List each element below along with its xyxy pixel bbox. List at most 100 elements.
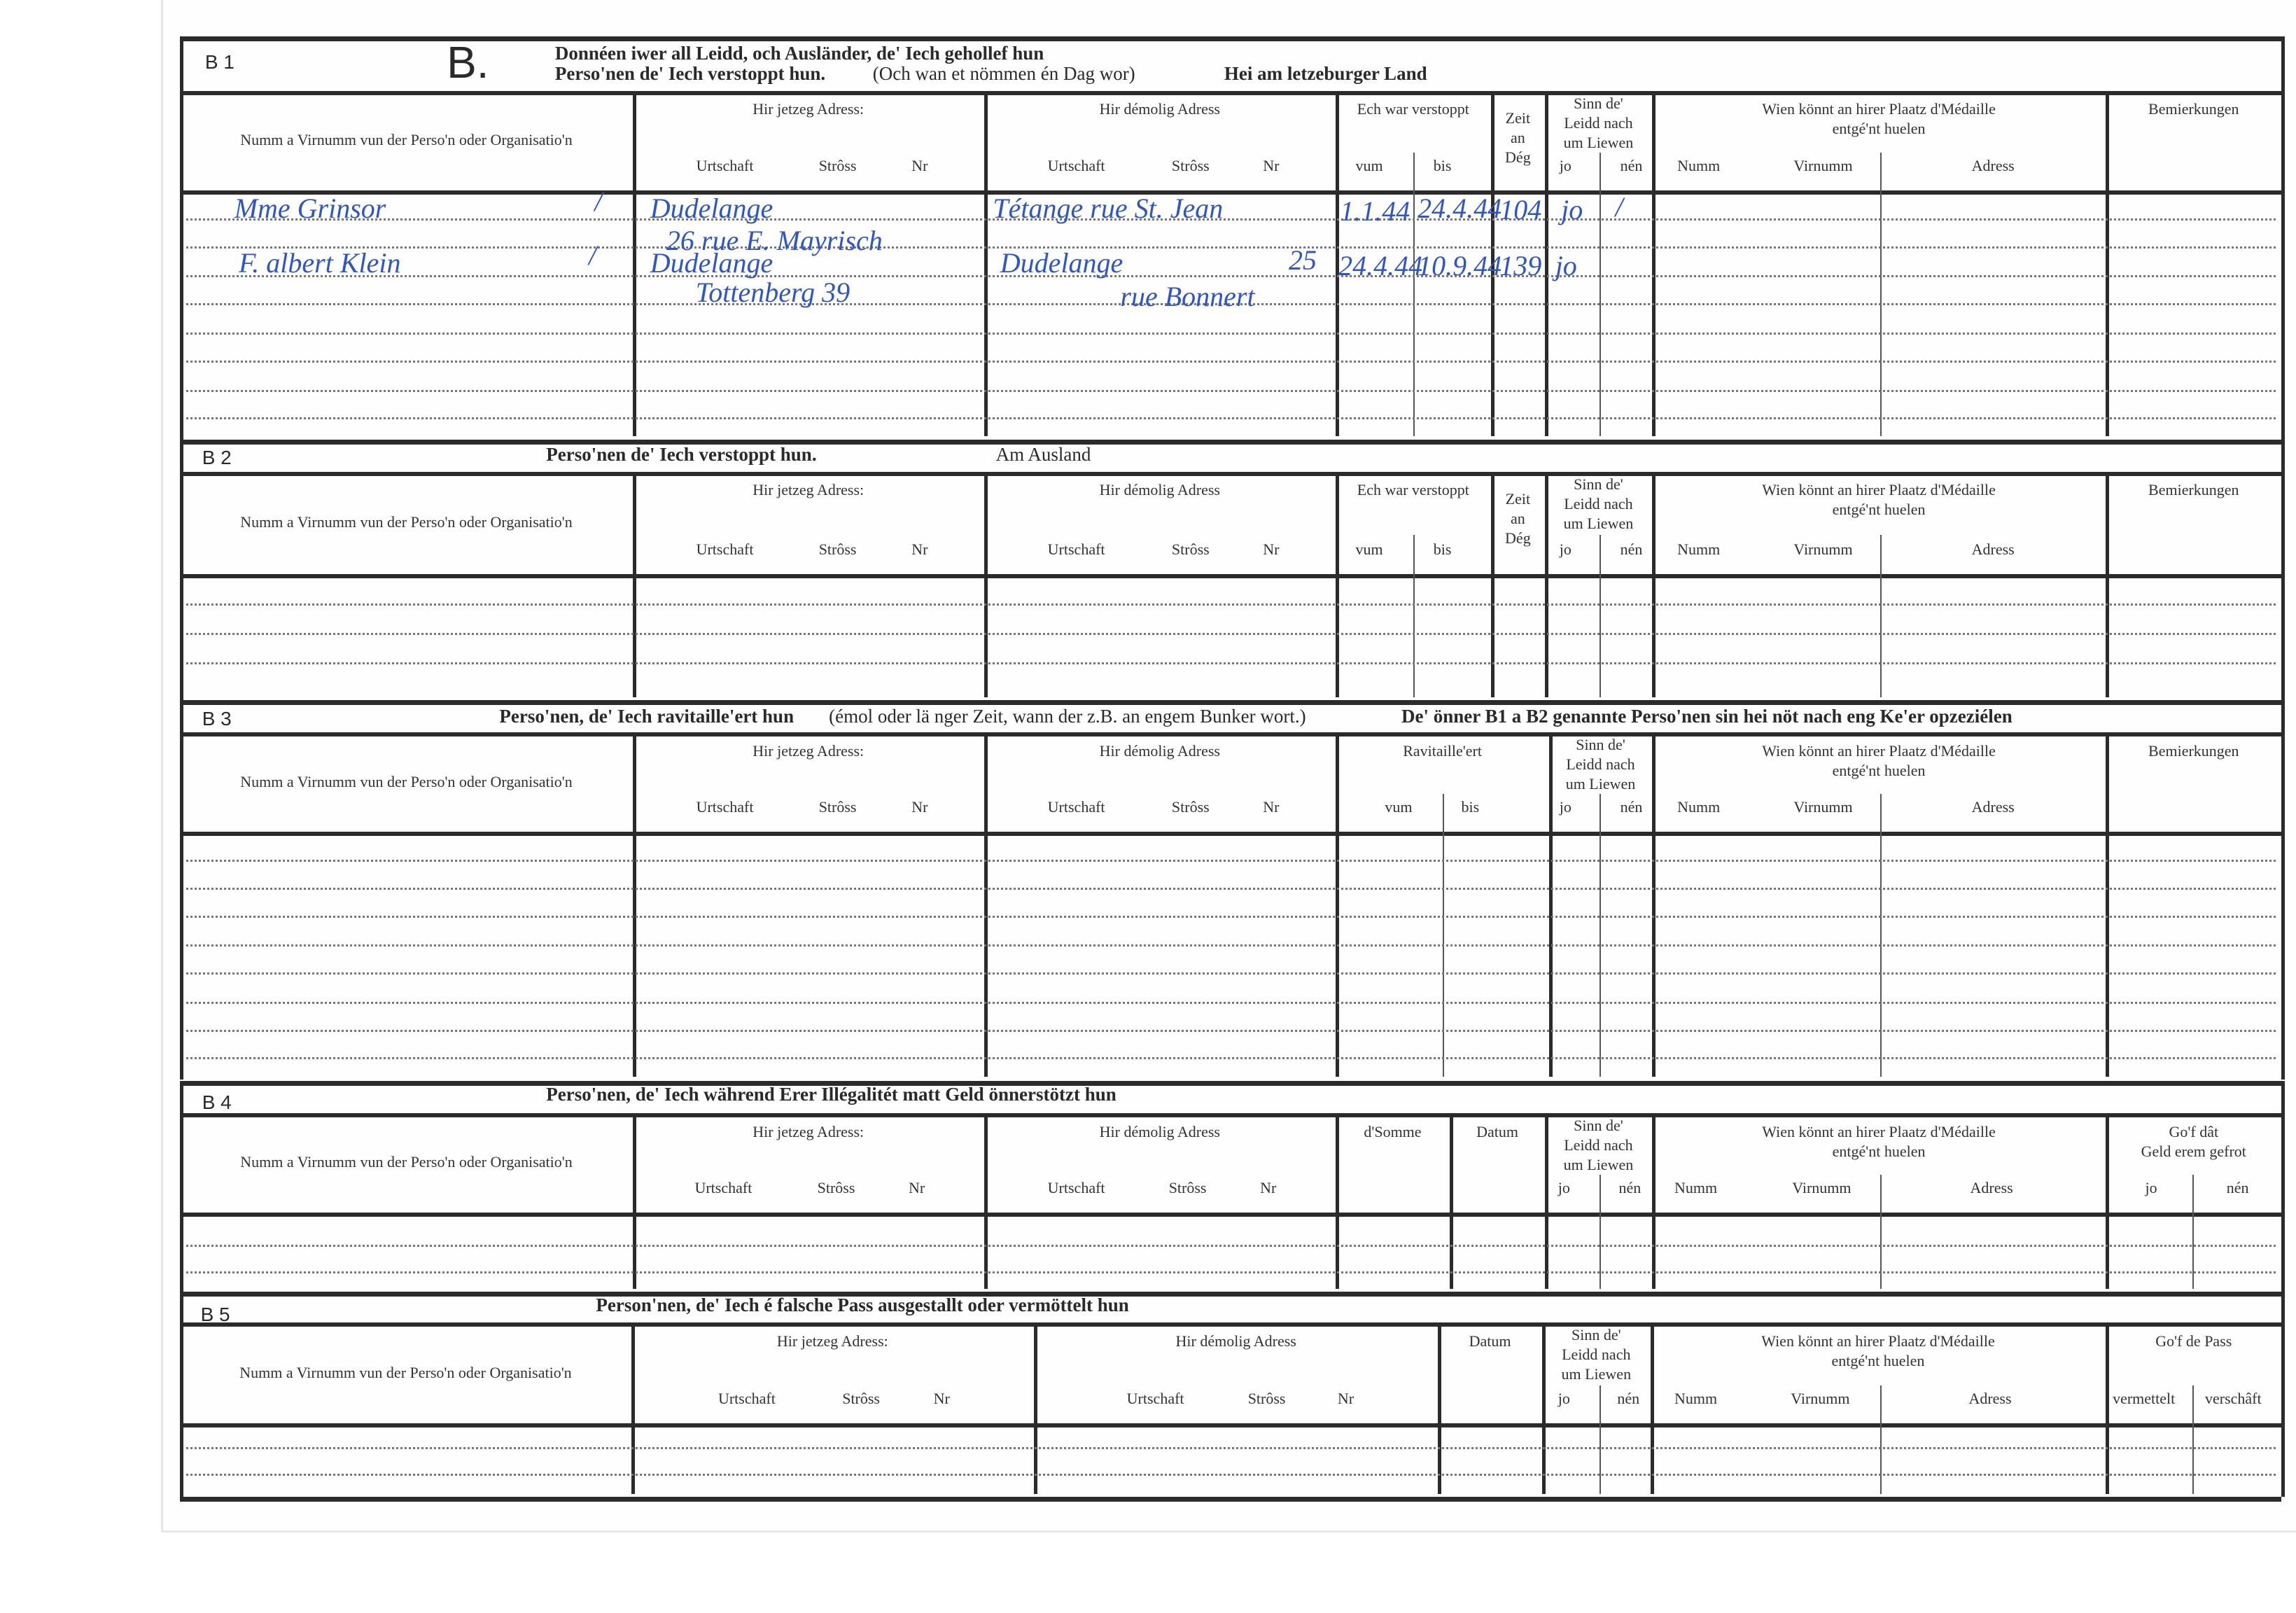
section-label: B 3 bbox=[202, 707, 232, 729]
column-divider bbox=[1651, 732, 1656, 1077]
entry-row-line bbox=[186, 389, 2276, 392]
column-subheader: Urtschaft bbox=[1047, 540, 1105, 558]
column-subheader: Virnumm bbox=[1793, 540, 1853, 558]
column-header: Zeit an Dég bbox=[1505, 109, 1531, 166]
section-label: B 2 bbox=[202, 447, 232, 469]
section-title: De' önner B1 a B2 genannte Perso'nen sin… bbox=[1401, 706, 2012, 727]
column-subheader: nén bbox=[1620, 798, 1643, 816]
handwritten-entry: 26 rue E. Mayrisch bbox=[666, 225, 883, 257]
handwritten-entry: Mme Grinsor bbox=[234, 193, 386, 225]
column-divider bbox=[1651, 1112, 1656, 1289]
column-subheader: vum bbox=[1355, 156, 1383, 174]
column-header: d'Somme bbox=[1364, 1122, 1422, 1140]
header-top-rule bbox=[180, 471, 2282, 476]
section-label: B 5 bbox=[200, 1304, 230, 1325]
column-subheader: Nr bbox=[911, 798, 928, 816]
handwritten-entry: / bbox=[589, 239, 597, 272]
column-divider bbox=[2106, 90, 2110, 437]
column-subheader: Adress bbox=[1971, 540, 2015, 558]
column-subheader: Numm bbox=[1677, 798, 1721, 816]
form-right-border bbox=[2281, 1292, 2286, 1497]
column-subdivider bbox=[1413, 535, 1415, 697]
column-divider bbox=[1545, 1112, 1549, 1289]
column-subheader: Strôss bbox=[818, 156, 857, 174]
section-title: Perso'nen, de' Iech während Erer Illégal… bbox=[546, 1084, 1116, 1105]
column-header: Hir jetzeg Adress: bbox=[752, 481, 864, 499]
column-subheader: nén bbox=[1620, 156, 1643, 174]
column-subheader: Virnumm bbox=[1791, 1390, 1850, 1408]
form-left-border bbox=[180, 439, 184, 700]
entry-row-line bbox=[186, 246, 2276, 249]
column-divider bbox=[2106, 732, 2110, 1077]
column-divider bbox=[1545, 90, 1549, 437]
entry-row-line bbox=[186, 915, 2276, 918]
column-subdivider bbox=[1880, 535, 1882, 697]
column-divider bbox=[983, 90, 988, 437]
section-title: Perso'nen, de' Iech ravitaille'ert hun bbox=[499, 706, 794, 727]
entry-row-line bbox=[186, 1245, 2276, 1248]
column-subheader: Strôss bbox=[1168, 1179, 1207, 1197]
column-subheader: Nr bbox=[1263, 798, 1280, 816]
entry-row-line bbox=[186, 972, 2276, 975]
column-header: Ech war verstoppt bbox=[1357, 481, 1469, 499]
entry-row-line bbox=[186, 632, 2276, 635]
column-header: Hir démolig Adress bbox=[1175, 1332, 1296, 1350]
handwritten-entry: / bbox=[1615, 191, 1623, 223]
header-bottom-rule bbox=[180, 832, 2282, 837]
entry-row-line bbox=[186, 662, 2276, 664]
section-title: (émol oder lä nger Zeit, wann der z.B. a… bbox=[829, 706, 1306, 727]
column-subheader: Strôss bbox=[817, 1179, 855, 1197]
form-right-border bbox=[2281, 700, 2286, 1080]
section-title: Perso'nen de' Iech verstoppt hun. bbox=[554, 63, 826, 84]
column-subheader: vermettelt bbox=[2113, 1390, 2176, 1408]
column-subdivider bbox=[1880, 1385, 1882, 1494]
column-subdivider bbox=[2192, 1175, 2194, 1289]
column-divider bbox=[1490, 90, 1494, 437]
column-subdivider bbox=[1880, 794, 1882, 1077]
column-divider bbox=[2106, 1322, 2110, 1494]
column-subheader: Urtschaft bbox=[696, 540, 754, 558]
column-subheader: jo bbox=[1559, 156, 1572, 174]
column-divider bbox=[1651, 90, 1656, 437]
column-subheader: Nr bbox=[1337, 1390, 1354, 1408]
column-header: Bemierkungen bbox=[2148, 741, 2239, 760]
handwritten-entry: 24.4.44 bbox=[1338, 249, 1423, 281]
section-title: Am Ausland bbox=[995, 444, 1091, 465]
column-subheader: Adress bbox=[1968, 1390, 2012, 1408]
column-subheader: Strôss bbox=[1171, 156, 1210, 174]
column-subheader: jo bbox=[1558, 1390, 1570, 1408]
section-label: B 4 bbox=[202, 1091, 232, 1113]
column-subheader: vum bbox=[1385, 798, 1413, 816]
column-divider bbox=[1549, 732, 1553, 1077]
column-subdivider bbox=[1599, 535, 1601, 697]
column-subheader: nén bbox=[1617, 1390, 1640, 1408]
column-subdivider bbox=[1599, 152, 1601, 437]
column-subheader: Numm bbox=[1677, 540, 1721, 558]
column-subheader: Nr bbox=[911, 540, 928, 558]
column-header: Hir jetzeg Adress: bbox=[752, 100, 864, 118]
handwritten-entry: jo bbox=[1555, 249, 1577, 281]
section-top-rule bbox=[180, 439, 2282, 445]
column-header: Numm a Virnumm vun der Perso'n oder Orga… bbox=[240, 513, 573, 531]
column-divider bbox=[632, 471, 636, 697]
column-divider bbox=[632, 732, 636, 1077]
handwritten-entry: jo bbox=[1561, 194, 1583, 226]
column-subheader: bis bbox=[1461, 798, 1480, 816]
column-header: Hir jetzeg Adress: bbox=[776, 1332, 888, 1350]
column-subheader: Urtschaft bbox=[718, 1390, 776, 1408]
entry-row-line bbox=[186, 275, 2276, 278]
form-right-border bbox=[2281, 36, 2286, 440]
column-header: Numm a Virnumm vun der Perso'n oder Orga… bbox=[239, 1363, 572, 1381]
entry-row-line bbox=[186, 417, 2276, 420]
column-subheader: bis bbox=[1433, 540, 1452, 558]
handwritten-entry: Dudelange bbox=[1000, 246, 1124, 279]
column-divider bbox=[631, 1322, 635, 1494]
column-subdivider bbox=[1880, 152, 1882, 437]
column-subheader: Nr bbox=[933, 1390, 950, 1408]
column-subheader: Strôss bbox=[1247, 1390, 1286, 1408]
column-subheader: Numm bbox=[1677, 156, 1721, 174]
handwritten-entry: Tottenberg 39 bbox=[695, 276, 850, 308]
column-header: Sinn de' Leidd nach um Liewen bbox=[1561, 1326, 1632, 1383]
column-divider bbox=[1650, 1322, 1654, 1494]
column-divider bbox=[1490, 471, 1494, 697]
